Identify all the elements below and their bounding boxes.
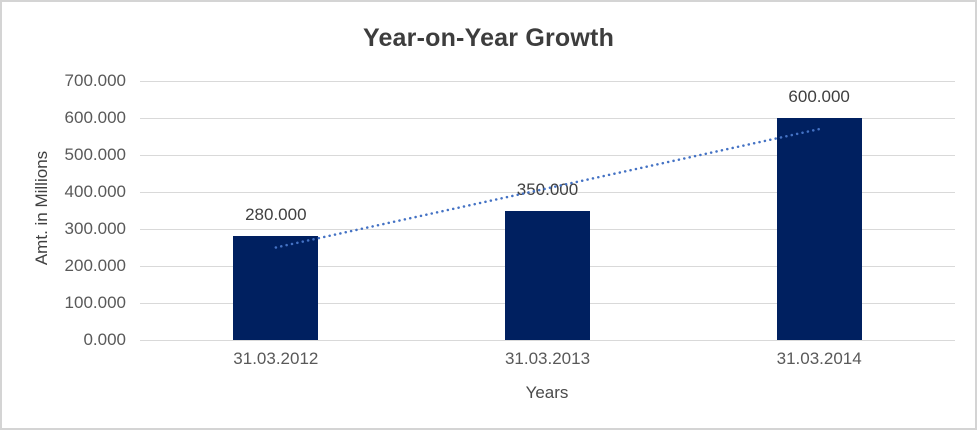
trendline <box>274 127 821 249</box>
bar-value-label: 280.000 <box>245 205 307 225</box>
bar-value-label: 350.000 <box>516 179 579 199</box>
y-tick-label: 300.000 <box>64 219 126 238</box>
x-tick-label: 31.03.2014 <box>776 349 862 368</box>
gridline <box>140 154 955 156</box>
x-tick-label: 31.03.2012 <box>233 349 319 368</box>
y-tick-label: 200.000 <box>64 256 126 275</box>
x-axis-title: Years <box>525 383 569 402</box>
y-tick-label: 100.000 <box>64 293 126 312</box>
plot-area: 280.000 350.000 600.000 <box>140 80 955 341</box>
chart-title: Year-on-Year Growth <box>362 24 615 52</box>
bar-31.03.2012 <box>233 236 319 340</box>
y-tick-label: 700.000 <box>64 71 126 90</box>
trendline-path <box>274 127 821 249</box>
bar-31.03.2014 <box>776 118 862 340</box>
y-tick-label: 400.000 <box>64 182 126 201</box>
x-tick-label: 31.03.2013 <box>504 349 591 368</box>
y-tick-label: 500.000 <box>64 145 126 164</box>
bar-31.03.2013 <box>505 210 590 340</box>
bar-value-label: 600.000 <box>788 87 850 106</box>
gridline <box>140 339 955 341</box>
y-tick-label: 0.000 <box>83 330 126 349</box>
gridline <box>140 191 955 193</box>
y-tick-label: 600.000 <box>64 108 126 127</box>
gridline <box>140 80 955 82</box>
y-axis-title: Amt. in Millions <box>32 150 51 266</box>
gridline <box>140 117 955 119</box>
